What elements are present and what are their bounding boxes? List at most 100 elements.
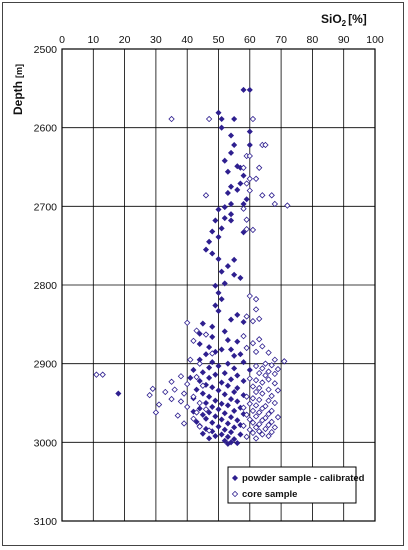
core-point-60 [265,376,272,383]
powder-point-79 [187,374,194,381]
legend-label-core-sample: core sample [242,489,297,500]
core-point-124 [265,432,272,440]
core-point-2 [249,115,257,123]
powder-point-81 [227,376,235,383]
core-point-123 [259,431,266,438]
powder-point-5 [218,124,225,131]
powder-point-127 [221,426,228,433]
y-tick-label-1: 2600 [34,123,58,135]
core-point-97 [193,409,200,416]
powder-point-58 [196,340,203,348]
powder-point-32 [215,233,222,241]
powder-point-76 [221,370,228,377]
x-tick-label-2: 20 [119,34,131,46]
core-point-68 [171,386,178,393]
core-point-121 [268,428,275,436]
powder-point-86 [224,382,231,389]
core-point-72 [180,390,188,397]
powder-point-39 [218,268,225,275]
powder-point-100 [234,398,241,405]
core-point-1 [205,115,213,123]
core-point-0 [168,115,175,123]
y-tick-label-6: 3100 [34,516,58,528]
data-points [93,86,291,447]
powder-point-103 [224,402,231,409]
x-tick-label-9: 90 [338,34,350,46]
core-point-14 [268,192,275,199]
powder-point-55 [209,333,216,340]
core-point-54 [177,373,185,380]
core-point-9 [246,175,253,182]
powder-point-33 [206,238,213,245]
powder-point-1 [246,86,253,93]
powder-point-8 [231,141,238,148]
powder-point-47 [215,307,222,314]
powder-point-114 [212,413,219,420]
legend-marker-core-sample [231,490,239,498]
y-tick-label-0: 2500 [34,44,58,56]
powder-point-57 [234,338,241,345]
powder-point-130 [199,430,206,437]
legend-label-powder-sample: powder sample - calibrated [242,473,365,484]
core-point-114 [196,423,203,430]
core-point-19 [243,216,250,223]
powder-point-35 [209,250,216,257]
core-point-53 [99,371,106,378]
core-point-98 [256,409,263,416]
core-point-46 [252,362,260,370]
powder-point-46 [212,302,219,309]
chart-frame: 0 10 20 30 40 50 60 70 80 90 100 2500 2600 2700 2800 2… [2,2,404,546]
powder-point-64 [237,351,244,358]
powder-point-99 [212,397,219,404]
core-point-90 [262,402,269,410]
powder-point-77 [212,371,219,378]
core-point-62 [184,380,191,388]
powder-point-68 [240,359,247,366]
core-point-89 [184,403,191,411]
powder-point-134 [224,433,231,440]
core-point-7 [256,164,263,171]
x-tick-label-7: 70 [275,34,287,46]
powder-point-140 [224,440,231,447]
y-tick-label-2: 2700 [34,201,58,213]
core-point-64 [199,382,207,389]
core-point-125 [243,433,250,440]
core-point-32 [240,332,247,340]
powder-point-69 [224,360,231,367]
powder-point-10 [227,149,235,156]
core-point-52 [93,371,100,378]
core-point-26 [256,315,263,322]
core-point-36 [243,344,250,352]
powder-point-50 [240,318,247,325]
core-point-96 [152,409,160,416]
x-tick-label-5: 50 [213,34,225,46]
powder-point-125 [231,424,238,431]
core-point-45 [268,362,275,369]
powder-point-90 [215,387,222,394]
core-point-87 [155,401,163,408]
powder-point-38 [224,263,231,270]
x-tick-labels: 0 10 20 30 40 50 60 70 80 90 100 [59,34,384,46]
core-point-20 [243,225,250,233]
core-point-83 [265,397,272,404]
core-point-13 [202,192,210,199]
powder-point-110 [206,409,213,416]
core-point-77 [268,392,275,400]
core-point-35 [259,343,266,350]
core-point-73 [252,388,260,396]
core-point-82 [177,398,185,405]
core-point-17 [284,202,291,209]
core-point-37 [252,348,260,356]
core-point-18 [240,205,247,212]
plot-area-border [61,48,376,522]
powder-point-15 [240,172,247,179]
powder-point-88 [234,385,241,392]
powder-point-2 [215,109,222,116]
core-point-103 [274,413,282,421]
core-point-61 [259,379,266,386]
powder-point-71 [206,364,213,371]
core-point-109 [249,419,257,426]
core-point-48 [274,366,282,373]
core-point-21 [249,226,257,234]
powder-point-74 [246,366,253,373]
